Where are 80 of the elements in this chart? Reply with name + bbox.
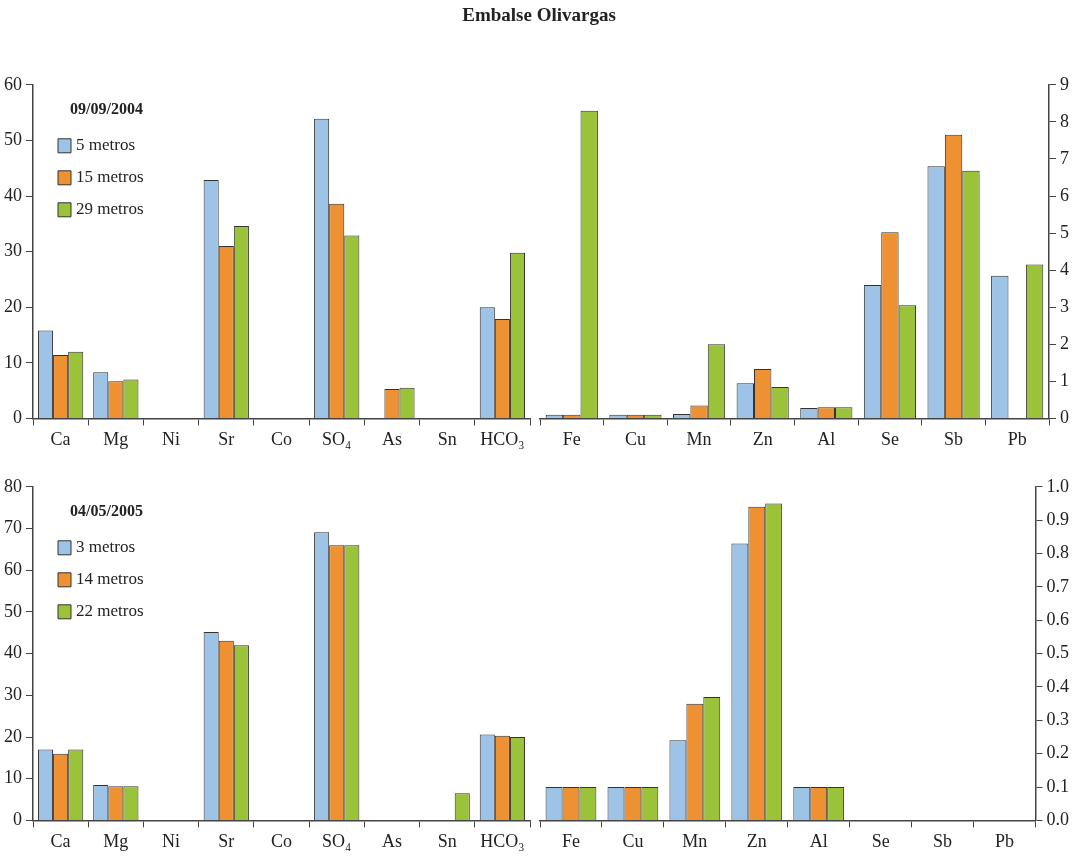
x-tick-label: Zn [746, 830, 767, 851]
y-tick-label: 0.1 [1046, 775, 1069, 796]
y-tick-label: 0.5 [1046, 642, 1069, 663]
y-tick-label: 1 [1060, 370, 1069, 391]
legend-title: 09/09/2004 [70, 99, 143, 117]
x-tick-label: Fe [561, 830, 580, 851]
x-tick-label: Sb [944, 428, 964, 449]
x-tick-label: Ca [50, 830, 71, 851]
y-tick-label: 0.7 [1046, 575, 1069, 596]
y-tick-label: 0 [13, 809, 22, 830]
legend-label: 14 metros [76, 569, 144, 589]
y-tick-label: 40 [4, 642, 22, 663]
y-tick-label: 80 [4, 475, 22, 496]
x-tick-label: Mn [686, 428, 712, 449]
x-tick-label: As [381, 428, 402, 449]
x-tick-label: HCO₃ [480, 428, 525, 449]
x-tick-label: Pb [995, 830, 1015, 851]
x-tick-label: Ni [162, 428, 181, 449]
x-tick-label: Pb [1007, 428, 1027, 449]
legend-title: 04/05/2005 [70, 501, 143, 519]
chart-title: Embalse Olivargas [461, 4, 617, 26]
y-tick-label: 1.0 [1046, 475, 1069, 496]
x-tick-label: Cu [622, 830, 644, 851]
y-tick-label: 20 [4, 725, 22, 746]
x-tick-label: Sr [218, 830, 235, 851]
y-tick-label: 0.0 [1046, 809, 1069, 830]
y-tick-label: 50 [4, 600, 22, 621]
legend-label: 3 metros [76, 537, 136, 557]
x-tick-label: Ni [162, 830, 181, 851]
y-tick-label: 0.3 [1046, 709, 1069, 730]
y-tick-label: 0.2 [1046, 742, 1069, 763]
x-tick-label: SO₄ [322, 428, 352, 449]
legend-label: 5 metros [76, 135, 136, 155]
legend-label: 22 metros [76, 601, 144, 621]
x-tick-label: Sr [218, 428, 235, 449]
y-tick-label: 50 [4, 129, 22, 150]
y-tick-label: 70 [4, 517, 22, 538]
legend-label: 15 metros [76, 167, 144, 187]
x-tick-label: Mn [682, 830, 708, 851]
x-tick-label: Sn [437, 428, 457, 449]
x-tick-label: As [381, 830, 402, 851]
y-tick-label: 30 [4, 240, 22, 261]
x-tick-label: Co [270, 428, 293, 449]
y-tick-label: 9 [1060, 73, 1069, 94]
x-tick-label: Fe [562, 428, 581, 449]
x-tick-label: Sb [933, 830, 953, 851]
legend-label: 29 metros [76, 199, 144, 219]
y-tick-label: 7 [1060, 147, 1069, 168]
y-tick-label: 10 [4, 351, 22, 372]
x-tick-label: Se [880, 428, 899, 449]
y-tick-label: 3 [1060, 295, 1069, 316]
x-tick-label: Al [817, 428, 836, 449]
x-tick-label: Sn [437, 830, 457, 851]
y-tick-label: 60 [4, 558, 22, 579]
y-tick-label: 8 [1060, 110, 1069, 131]
x-tick-label: SO₄ [322, 830, 352, 851]
y-tick-label: 0 [1060, 407, 1069, 428]
x-tick-label: Ca [50, 428, 71, 449]
y-tick-label: 0.4 [1046, 675, 1069, 696]
y-tick-label: 0 [13, 407, 22, 428]
x-tick-label: Zn [752, 428, 773, 449]
y-tick-label: 20 [4, 295, 22, 316]
y-tick-label: 0.6 [1046, 608, 1069, 629]
x-tick-label: HCO₃ [480, 830, 525, 851]
x-tick-label: Mg [103, 830, 129, 851]
y-tick-label: 5 [1060, 221, 1069, 242]
y-tick-label: 2 [1060, 333, 1069, 353]
x-tick-label: Co [270, 830, 293, 851]
y-tick-label: 10 [4, 767, 22, 788]
x-tick-label: Se [871, 830, 890, 851]
x-tick-label: Al [809, 830, 828, 851]
y-tick-label: 0.9 [1046, 508, 1069, 529]
x-tick-label: Mg [103, 428, 129, 449]
y-tick-label: 30 [4, 684, 22, 705]
y-tick-label: 4 [1060, 258, 1069, 279]
y-tick-label: 0.8 [1046, 542, 1069, 563]
y-tick-label: 6 [1060, 184, 1069, 205]
x-tick-label: Cu [624, 428, 646, 449]
y-tick-label: 40 [4, 184, 22, 205]
y-tick-label: 60 [4, 73, 22, 94]
